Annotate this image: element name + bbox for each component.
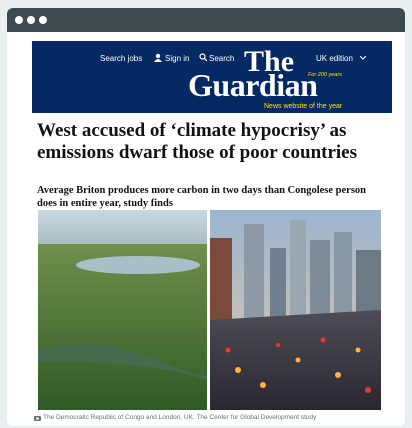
chevron (360, 56, 366, 60)
search-icon (199, 53, 207, 62)
edition-link[interactable]: UK edition (316, 54, 353, 63)
window-dot[interactable] (15, 16, 23, 24)
logo-guardian: Guardian (188, 67, 317, 104)
headline: West accused of ‘climate hypocrisy’ as e… (37, 120, 387, 164)
logo-tagline: For 200 years (308, 72, 342, 78)
image-caption: The Democratic Republic of Congo and Lon… (43, 414, 403, 421)
standfirst: Average Briton produces more carbon in t… (37, 184, 377, 210)
title-bar (7, 8, 405, 32)
user-icon (154, 53, 162, 62)
nav-link[interactable]: Sign in (165, 54, 189, 63)
masthead: Search jobs Sign in Search UK edition Th… (32, 41, 392, 113)
page: Search jobs Sign in Search UK edition Th… (0, 0, 412, 428)
window-dot[interactable] (39, 16, 47, 24)
nav-link[interactable]: Search jobs (100, 54, 142, 63)
article-image (38, 210, 381, 410)
window-dot[interactable] (27, 16, 35, 24)
nav-link[interactable]: Search (209, 54, 234, 63)
camera-icon (34, 415, 41, 421)
award-text: News website of the year (264, 103, 342, 110)
browser-window: Search jobs Sign in Search UK edition Th… (7, 8, 405, 426)
